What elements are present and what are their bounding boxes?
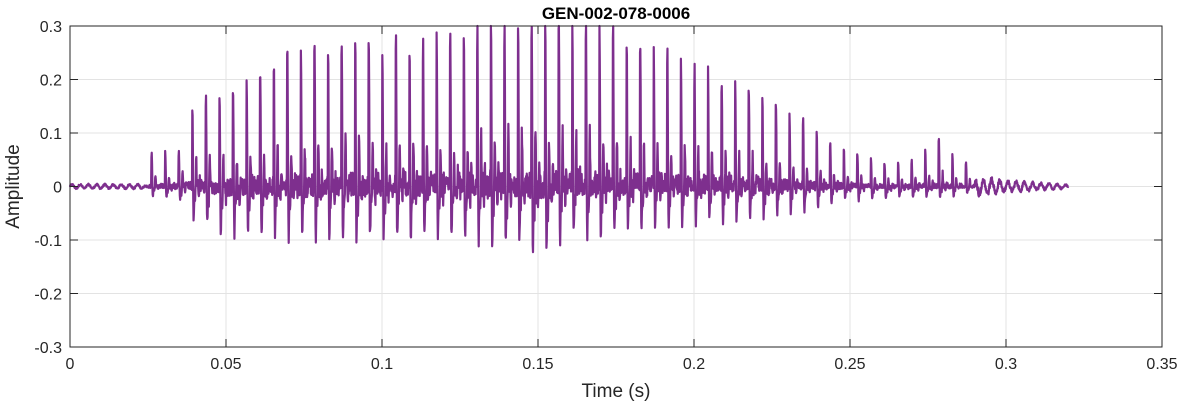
y-tick-label: 0.3 [40,19,62,36]
axis-ticks: 0 0.05 0.1 0.15 0.2 0.25 0.3 0.35 -0.3 -0.2 -0.1 0 0… [34,19,1177,373]
plot-area [68,24,1070,254]
x-tick-label: 0 [66,356,75,373]
y-axis-label: Amplitude [3,144,24,229]
y-tick-label: 0.2 [40,73,62,90]
x-tick-label: 0.25 [834,356,865,373]
x-tick-label: 0.1 [371,356,393,373]
y-tick-label: 0.1 [40,126,62,143]
x-axis-label: Time (s) [582,381,651,402]
x-tick-label: 0.05 [210,356,241,373]
y-tick-label: -0.3 [34,340,62,357]
y-tick-label: 0 [53,180,62,197]
x-tick-label: 0.3 [995,356,1017,373]
x-tick-label: 0.2 [683,356,705,373]
y-tick-label: -0.2 [34,287,62,304]
y-tick-label: -0.1 [34,233,62,250]
x-tick-label: 0.35 [1146,356,1177,373]
chart-title: GEN-002-078-0006 [542,4,690,23]
waveform-line [68,24,1070,254]
x-tick-label: 0.15 [522,356,553,373]
